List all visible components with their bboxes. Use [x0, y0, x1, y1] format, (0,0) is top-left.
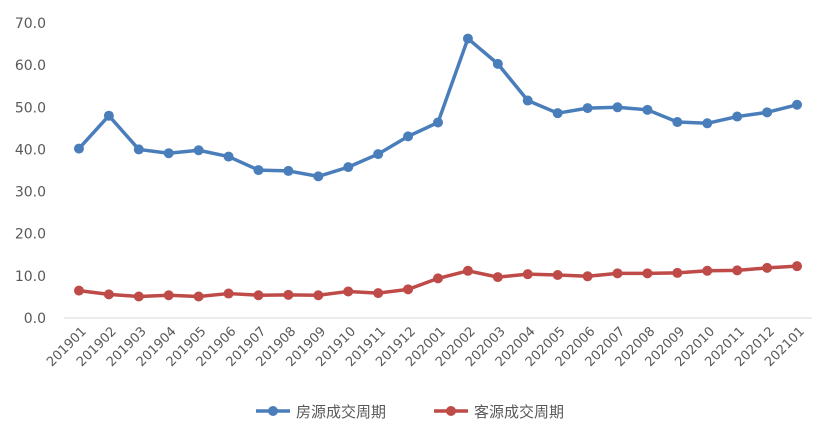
data-point	[343, 286, 354, 297]
data-point	[642, 268, 653, 279]
data-point	[552, 270, 563, 281]
data-point	[582, 103, 593, 114]
data-point	[163, 290, 174, 301]
legend-marker	[268, 406, 278, 416]
data-point	[642, 104, 653, 115]
y-tick-label: 0.0	[24, 311, 46, 327]
data-point	[732, 111, 743, 122]
data-point	[792, 261, 803, 272]
data-point	[373, 149, 384, 160]
series-1	[73, 33, 803, 182]
data-point	[552, 108, 563, 119]
data-point	[343, 162, 354, 173]
data-point	[612, 102, 623, 113]
legend-label: 房源成交周期	[296, 403, 386, 421]
data-point	[492, 272, 503, 283]
data-point	[462, 265, 473, 276]
data-point	[492, 58, 503, 69]
data-point	[433, 117, 443, 128]
data-point	[313, 290, 324, 301]
data-point	[672, 267, 683, 278]
series-line	[77, 36, 799, 179]
data-point	[762, 262, 773, 273]
data-point	[133, 144, 144, 155]
data-point	[133, 291, 144, 302]
data-point	[672, 117, 683, 128]
y-tick-label: 10.0	[15, 269, 46, 285]
data-point	[702, 118, 713, 129]
y-tick-label: 20.0	[15, 227, 46, 243]
data-point	[103, 110, 114, 121]
data-point	[163, 148, 174, 159]
y-axis: 0.0 10.0 20.0 30.0 40.0 50.0 60.0 70.0	[15, 16, 46, 327]
data-point	[732, 265, 743, 276]
legend-item-1: 房源成交周期	[256, 403, 386, 421]
data-point	[522, 269, 533, 280]
data-point	[73, 285, 84, 296]
data-point	[612, 268, 623, 279]
data-point	[762, 107, 773, 118]
data-point	[283, 289, 294, 300]
data-point	[313, 171, 324, 182]
data-point	[462, 33, 473, 44]
data-point	[103, 289, 114, 300]
data-point	[223, 151, 234, 162]
x-axis: 2019012019022019032019042019052019062019…	[44, 324, 808, 370]
legend: 房源成交周期 客源成交周期	[256, 403, 564, 421]
data-point	[702, 265, 713, 276]
data-point	[253, 165, 264, 176]
legend-item-2: 客源成交周期	[434, 403, 564, 421]
data-point	[582, 271, 593, 282]
data-point	[223, 288, 234, 299]
data-point	[433, 273, 443, 284]
legend-label: 客源成交周期	[474, 403, 564, 421]
data-point	[283, 165, 294, 176]
y-tick-label: 70.0	[15, 16, 46, 32]
data-point	[73, 143, 84, 154]
data-point	[792, 99, 803, 110]
data-point	[193, 291, 204, 302]
data-point	[403, 284, 414, 295]
series-2	[73, 261, 803, 302]
data-point	[373, 288, 384, 299]
y-tick-label: 30.0	[15, 185, 46, 201]
data-point	[193, 145, 204, 156]
legend-marker	[446, 406, 456, 416]
data-point	[253, 290, 264, 301]
data-point	[403, 131, 414, 142]
data-point	[522, 95, 533, 106]
y-tick-label: 40.0	[15, 142, 46, 158]
y-tick-label: 60.0	[15, 58, 46, 74]
series-layer	[73, 33, 803, 302]
y-tick-label: 50.0	[15, 100, 46, 116]
